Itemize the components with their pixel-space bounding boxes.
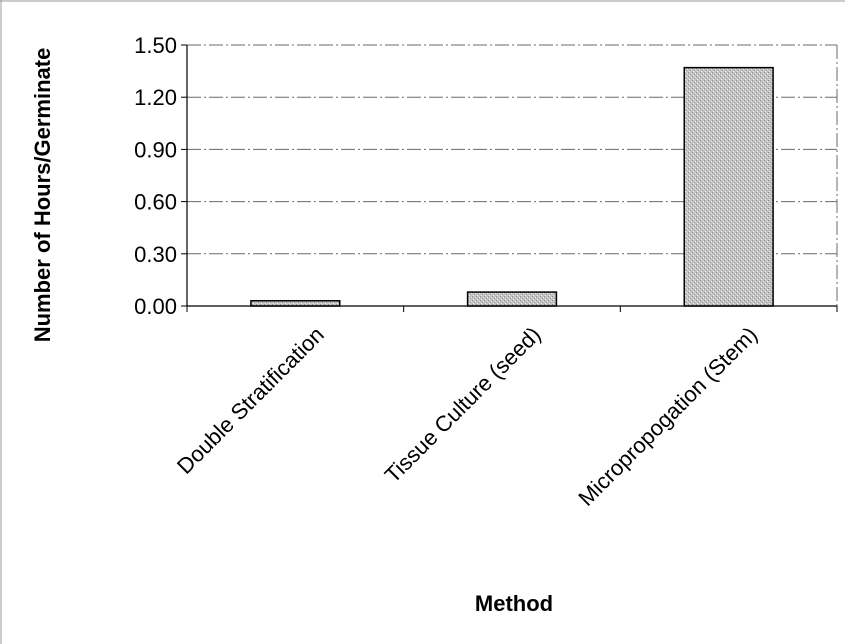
y-tick-labels: 0.00 0.30 0.60 0.90 1.20 1.50: [134, 33, 177, 319]
y-tick-label: 1.20: [134, 85, 177, 110]
y-tick-label: 0.00: [134, 294, 177, 319]
y-axis-title: Number of Hours/Germinate: [30, 48, 55, 343]
y-tick-label: 1.50: [134, 33, 177, 58]
x-axis-title: Method: [475, 591, 553, 616]
y-tick-label: 0.30: [134, 242, 177, 267]
bar: [250, 300, 341, 307]
bars: [250, 66, 774, 307]
bar: [466, 291, 558, 307]
y-tick-label: 0.90: [134, 137, 177, 162]
axes: [181, 44, 838, 312]
y-tick-label: 0.60: [134, 190, 177, 215]
bar: [683, 66, 774, 307]
